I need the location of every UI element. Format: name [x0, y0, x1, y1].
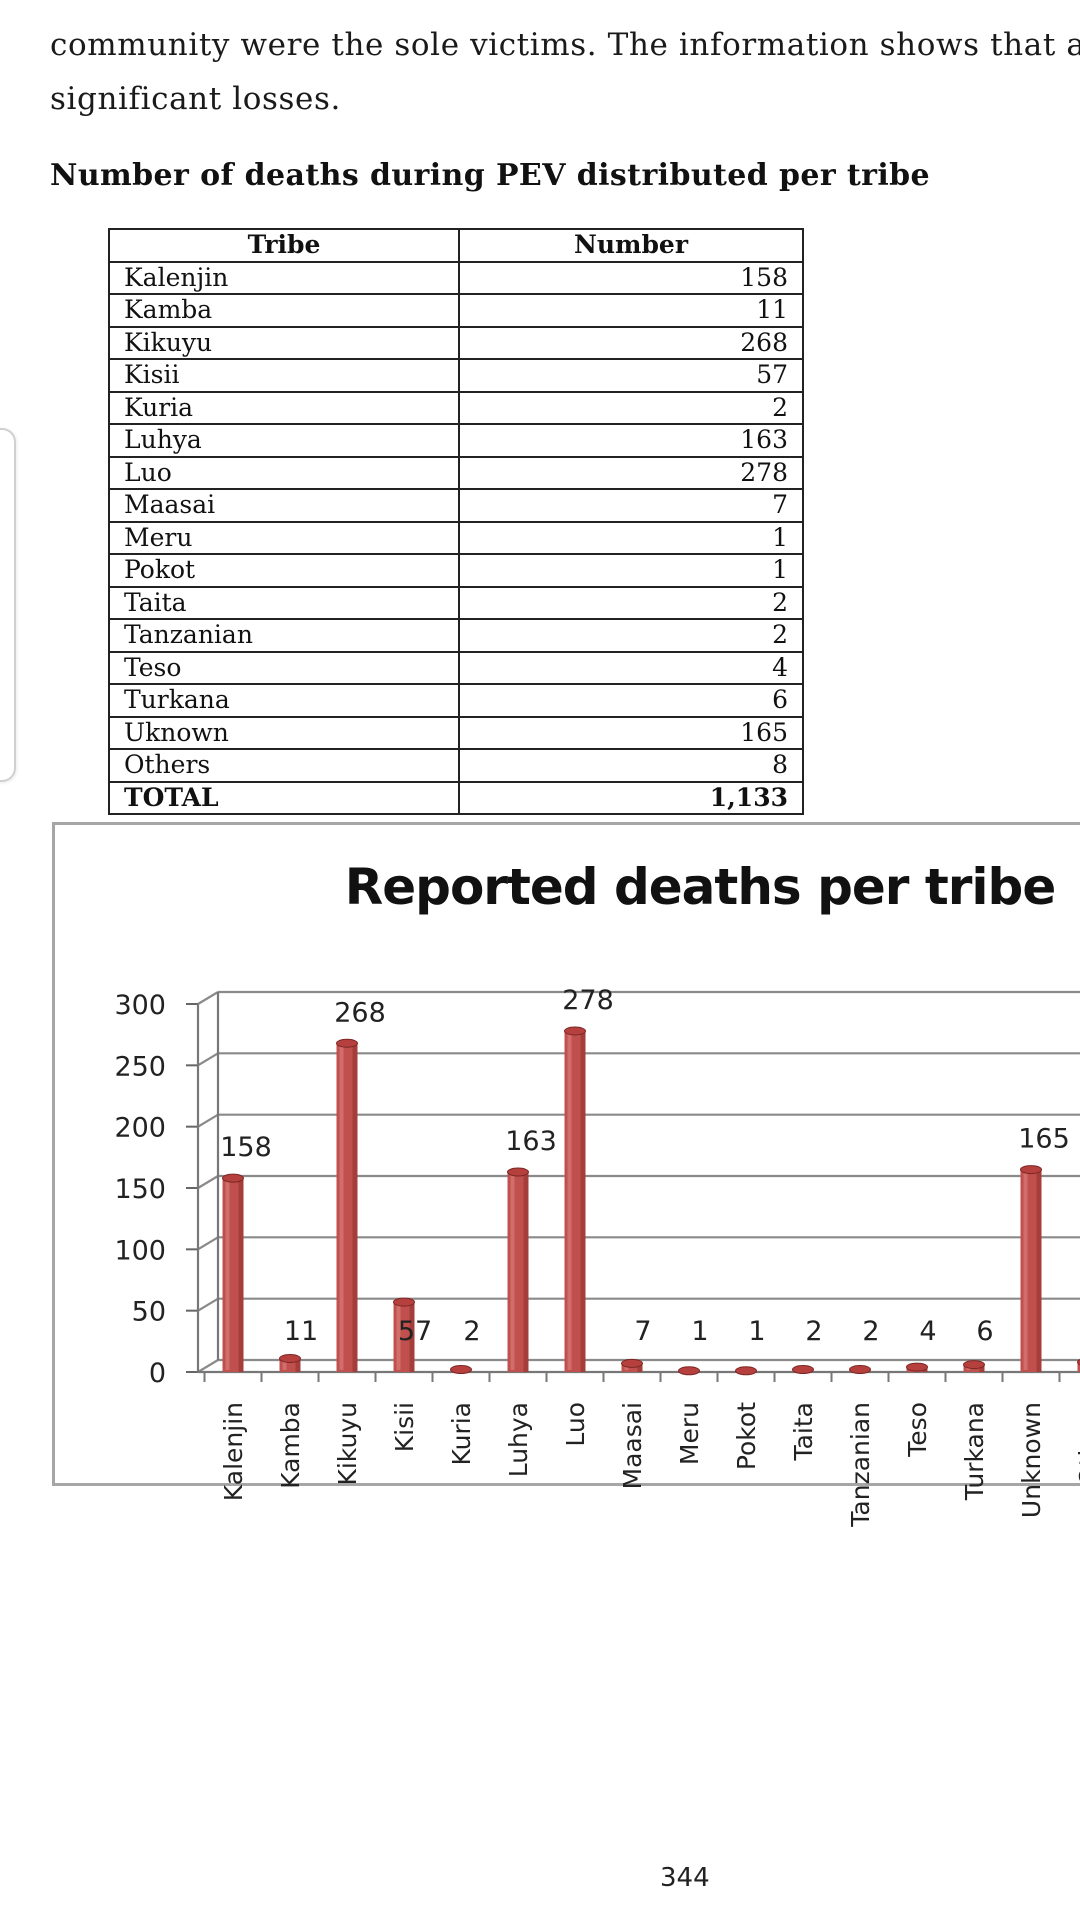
number-cell: 8 — [458, 748, 804, 783]
tribe-cell: Uknown — [108, 715, 460, 750]
tribe-cell: Others — [108, 748, 460, 783]
table-header-row: Tribe Number — [108, 228, 804, 263]
column-header-number: Number — [458, 228, 804, 263]
table-row: Kisii 57 — [108, 358, 804, 393]
table-row: Kuria 2 — [108, 390, 804, 425]
tribe-cell: Turkana — [108, 683, 460, 718]
tribe-cell: Meru — [108, 520, 460, 555]
table-row: Kamba 11 — [108, 293, 804, 328]
tribe-cell: Kikuyu — [108, 325, 460, 360]
tribe-cell: Tanzanian — [108, 618, 460, 653]
table-row: Tanzanian 2 — [108, 618, 804, 653]
table-row: Kikuyu 268 — [108, 325, 804, 360]
tribe-cell: Luo — [108, 455, 460, 490]
deaths-table: Tribe Number Kalenjin 158 Kamba 11 Kikuyu 268… — [108, 228, 804, 815]
chart-frame — [52, 822, 1080, 1486]
number-cell: 7 — [458, 488, 804, 523]
number-cell: 268 — [458, 325, 804, 360]
number-cell: 2 — [458, 618, 804, 653]
tribe-cell: Luhya — [108, 423, 460, 458]
table-total-row: TOTAL 1,133 — [108, 780, 804, 815]
table-row: Turkana 6 — [108, 683, 804, 718]
section-heading: Number of deaths during PEV distributed … — [50, 158, 931, 193]
number-cell: 6 — [458, 683, 804, 718]
tribe-cell: Kisii — [108, 358, 460, 393]
paragraph-line: community were the sole victims. The inf… — [50, 27, 1080, 63]
table-row: Teso 4 — [108, 650, 804, 685]
table-row: Uknown 165 — [108, 715, 804, 750]
tribe-cell: Pokot — [108, 553, 460, 588]
table-row: Others 8 — [108, 748, 804, 783]
body-paragraph: community were the sole victims. The inf… — [50, 18, 1080, 126]
table-row: Taita 2 — [108, 585, 804, 620]
tribe-cell: Teso — [108, 650, 460, 685]
number-cell: 11 — [458, 293, 804, 328]
number-cell: 165 — [458, 715, 804, 750]
side-pull-tab[interactable] — [0, 428, 16, 782]
number-cell: 4 — [458, 650, 804, 685]
number-cell: 2 — [458, 390, 804, 425]
number-cell: 2 — [458, 585, 804, 620]
number-cell: 1,133 — [458, 780, 804, 815]
paragraph-line: significant losses. — [50, 81, 341, 117]
table-row: Meru 1 — [108, 520, 804, 555]
page-number: 344 — [660, 1863, 710, 1893]
table-row: Luo 278 — [108, 455, 804, 490]
tribe-cell: TOTAL — [108, 780, 460, 815]
tribe-cell: Kuria — [108, 390, 460, 425]
chart-title: Reported deaths per tribe — [344, 858, 1057, 916]
number-cell: 57 — [458, 358, 804, 393]
number-cell: 1 — [458, 553, 804, 588]
column-header-tribe: Tribe — [108, 228, 460, 263]
number-cell: 158 — [458, 260, 804, 295]
number-cell: 163 — [458, 423, 804, 458]
table-row: Luhya 163 — [108, 423, 804, 458]
number-cell: 278 — [458, 455, 804, 490]
tribe-cell: Maasai — [108, 488, 460, 523]
tribe-cell: Kamba — [108, 293, 460, 328]
tribe-cell: Taita — [108, 585, 460, 620]
number-cell: 1 — [458, 520, 804, 555]
table-row: Pokot 1 — [108, 553, 804, 588]
table-row: Kalenjin 158 — [108, 260, 804, 295]
tribe-cell: Kalenjin — [108, 260, 460, 295]
table-row: Maasai 7 — [108, 488, 804, 523]
